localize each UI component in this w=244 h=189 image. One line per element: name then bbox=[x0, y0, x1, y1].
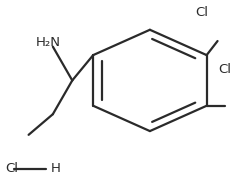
Text: H: H bbox=[51, 162, 60, 175]
Text: H₂N: H₂N bbox=[36, 36, 61, 49]
Text: Cl: Cl bbox=[195, 6, 208, 19]
Text: Cl: Cl bbox=[6, 162, 19, 175]
Text: Cl: Cl bbox=[218, 63, 231, 76]
